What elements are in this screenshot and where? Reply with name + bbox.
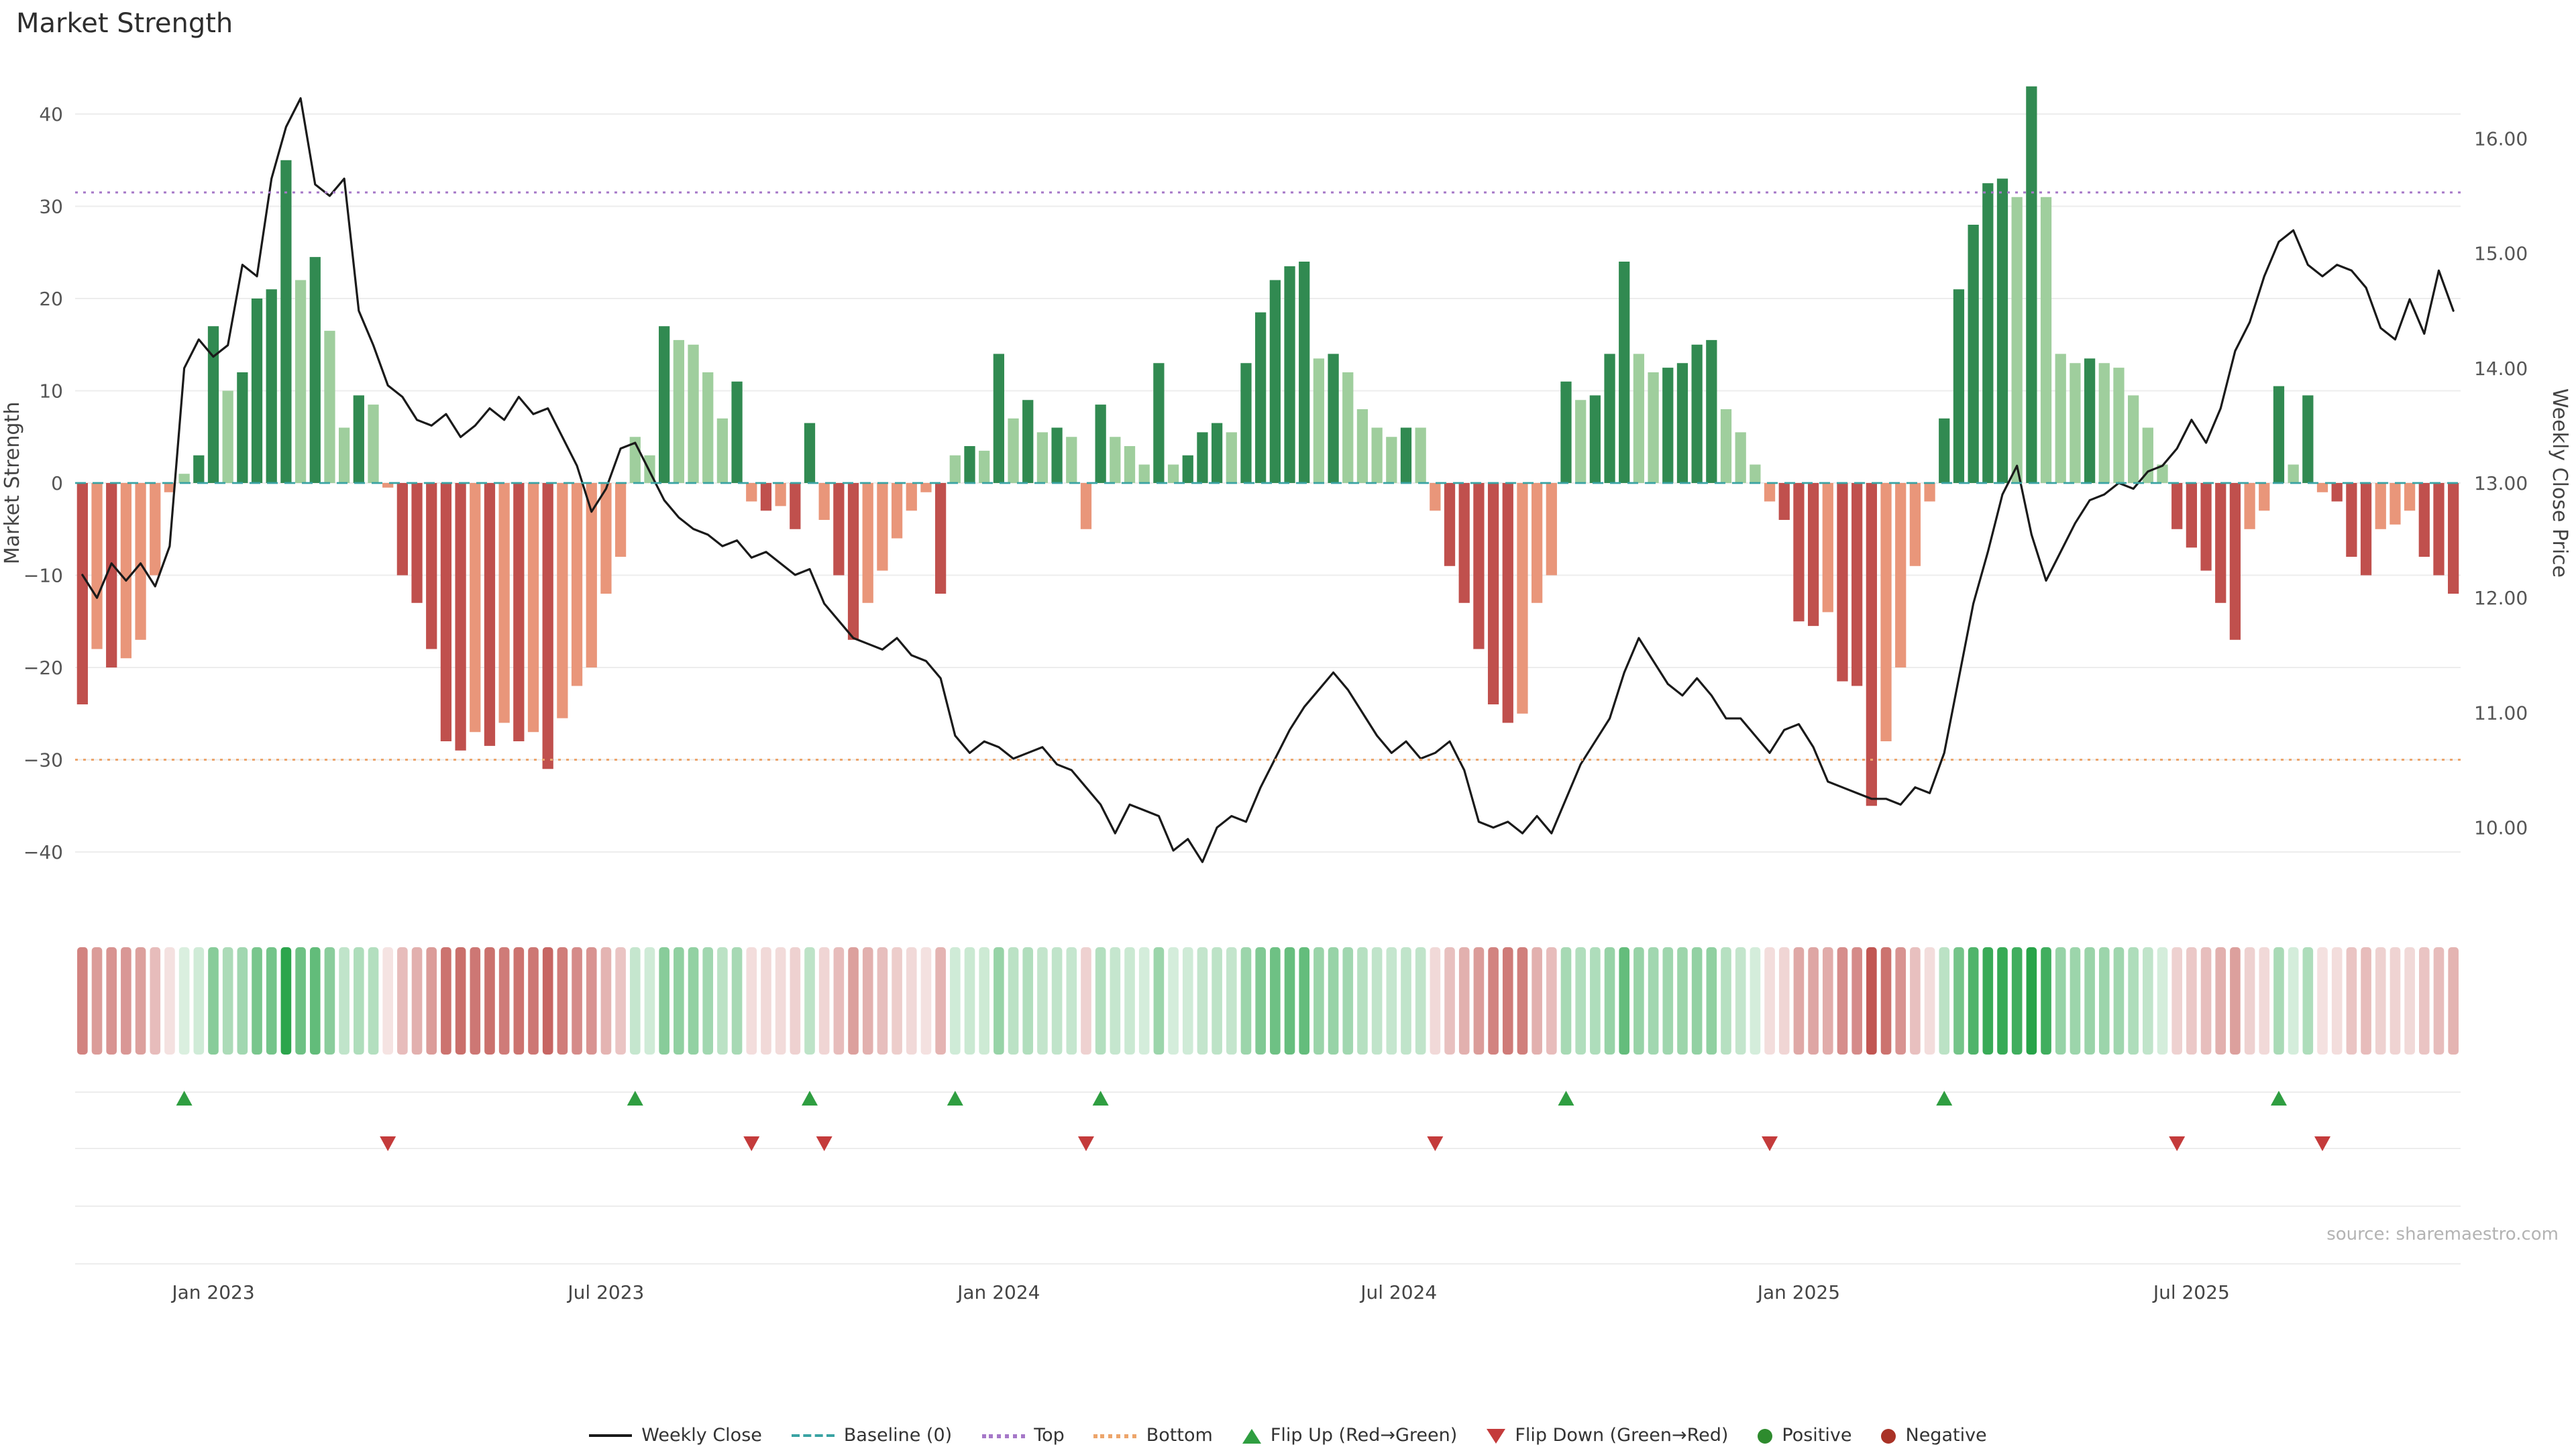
flip-up-triangle-icon — [947, 1091, 963, 1106]
svg-text:Jul 2025: Jul 2025 — [2152, 1281, 2230, 1303]
positive-dot-icon — [1758, 1428, 1773, 1443]
svg-text:−20: −20 — [23, 657, 63, 679]
legend-item-bottom[interactable]: Bottom — [1085, 1425, 1222, 1446]
flip-down-triangle-icon — [743, 1136, 760, 1151]
svg-text:Jul 2023: Jul 2023 — [566, 1281, 644, 1303]
strength-bars — [76, 86, 2459, 806]
flip-up-triangle-icon — [1242, 1428, 1261, 1443]
legend-item-label: Weekly Close — [641, 1425, 762, 1446]
svg-text:Jul 2024: Jul 2024 — [1359, 1281, 1437, 1303]
weekly-close-line — [81, 97, 2455, 863]
flip-down-triangle-icon — [1487, 1428, 1506, 1443]
left-axis-labels: 40 30 20 10 0 −10 −20 −30 −40 — [23, 103, 63, 863]
flip-up-triangle-icon — [2270, 1091, 2287, 1106]
svg-text:11.00: 11.00 — [2474, 702, 2528, 724]
svg-text:20: 20 — [39, 288, 63, 310]
svg-text:13.00: 13.00 — [2474, 472, 2528, 494]
heatmap-strip — [77, 947, 2459, 1055]
flip-up-markers — [176, 1091, 2287, 1106]
legend-item-label: Flip Down (Green→Red) — [1515, 1425, 1729, 1446]
flip-down-triangle-icon — [1427, 1136, 1444, 1151]
svg-text:12.00: 12.00 — [2474, 587, 2528, 609]
svg-text:16.00: 16.00 — [2474, 127, 2528, 150]
flip-up-triangle-icon — [176, 1091, 193, 1106]
legend-item-flip-up-red-green[interactable]: Flip Up (Red→Green) — [1233, 1425, 1467, 1446]
legend-item-flip-down-green-red[interactable]: Flip Down (Green→Red) — [1477, 1425, 1737, 1446]
chart-legend: Weekly Close Baseline (0) Top Bottom Flip Up… — [0, 1425, 2576, 1446]
flip-up-triangle-icon — [627, 1091, 643, 1106]
legend-item-positive[interactable]: Positive — [1748, 1425, 1861, 1446]
svg-text:Jan 2025: Jan 2025 — [1756, 1281, 1840, 1303]
legend-item-label: Bottom — [1146, 1425, 1213, 1446]
page-title: Market Strength — [16, 7, 233, 39]
svg-text:0: 0 — [51, 472, 63, 494]
legend-item-baseline-0[interactable]: Baseline (0) — [782, 1425, 961, 1446]
flip-up-triangle-icon — [1092, 1091, 1109, 1106]
grid-lines — [75, 113, 2461, 853]
legend-item-label: Flip Up (Red→Green) — [1270, 1425, 1458, 1446]
chart-canvas[interactable]: 40 30 20 10 0 −10 −20 −30 −40 16.00 15.00 14.00 13.0… — [0, 0, 2576, 1395]
right-axis-labels: 16.00 15.00 14.00 13.00 12.00 11.00 10.00 — [2474, 127, 2528, 839]
flip-up-triangle-icon — [1936, 1091, 1953, 1106]
negative-dot-icon — [1881, 1428, 1896, 1443]
flip-down-triangle-icon — [1077, 1136, 1094, 1151]
marker-panel-grid — [75, 1091, 2461, 1265]
flip-down-markers — [380, 1136, 2331, 1151]
flip-down-triangle-icon — [1762, 1136, 1778, 1151]
legend-item-label: Baseline (0) — [843, 1425, 953, 1446]
svg-text:Jan 2023: Jan 2023 — [170, 1281, 254, 1303]
flip-down-triangle-icon — [380, 1136, 396, 1151]
svg-text:30: 30 — [39, 196, 63, 218]
svg-text:10.00: 10.00 — [2474, 817, 2528, 839]
threshold-lines — [75, 191, 2461, 761]
flip-up-triangle-icon — [801, 1091, 818, 1106]
svg-text:10: 10 — [39, 380, 63, 402]
svg-text:40: 40 — [39, 103, 63, 125]
svg-text:−40: −40 — [23, 841, 63, 863]
svg-text:15.00: 15.00 — [2474, 243, 2528, 265]
legend-item-negative[interactable]: Negative — [1872, 1425, 1996, 1446]
flip-up-triangle-icon — [1558, 1091, 1574, 1106]
legend-item-label: Top — [1034, 1425, 1065, 1446]
legend-item-label: Positive — [1782, 1425, 1852, 1446]
legend-item-top[interactable]: Top — [972, 1425, 1074, 1446]
flip-down-triangle-icon — [816, 1136, 833, 1151]
svg-text:14.00: 14.00 — [2474, 358, 2528, 380]
source-attribution: source: sharemaestro.com — [2326, 1225, 2559, 1245]
axis-titles: Market Strength Weekly Close Price — [1, 388, 2571, 578]
baseline-dashed-swatch — [791, 1434, 835, 1437]
legend-item-weekly-close[interactable]: Weekly Close — [580, 1425, 771, 1446]
x-axis-labels: Jan 2023 Jul 2023 Jan 2024 Jul 2024 Jan 2025… — [170, 1281, 2229, 1303]
weekly-close-line-swatch — [589, 1434, 633, 1437]
svg-text:−10: −10 — [23, 565, 63, 587]
flip-down-triangle-icon — [2314, 1136, 2331, 1151]
flip-down-triangle-icon — [2169, 1136, 2186, 1151]
svg-text:−30: −30 — [23, 749, 63, 771]
top-dotted-swatch — [981, 1434, 1025, 1438]
right-axis-title: Weekly Close Price — [2548, 388, 2571, 578]
svg-text:Jan 2024: Jan 2024 — [956, 1281, 1040, 1303]
left-axis-title: Market Strength — [1, 402, 24, 564]
bottom-dotted-swatch — [1093, 1434, 1137, 1438]
legend-item-label: Negative — [1905, 1425, 1987, 1446]
